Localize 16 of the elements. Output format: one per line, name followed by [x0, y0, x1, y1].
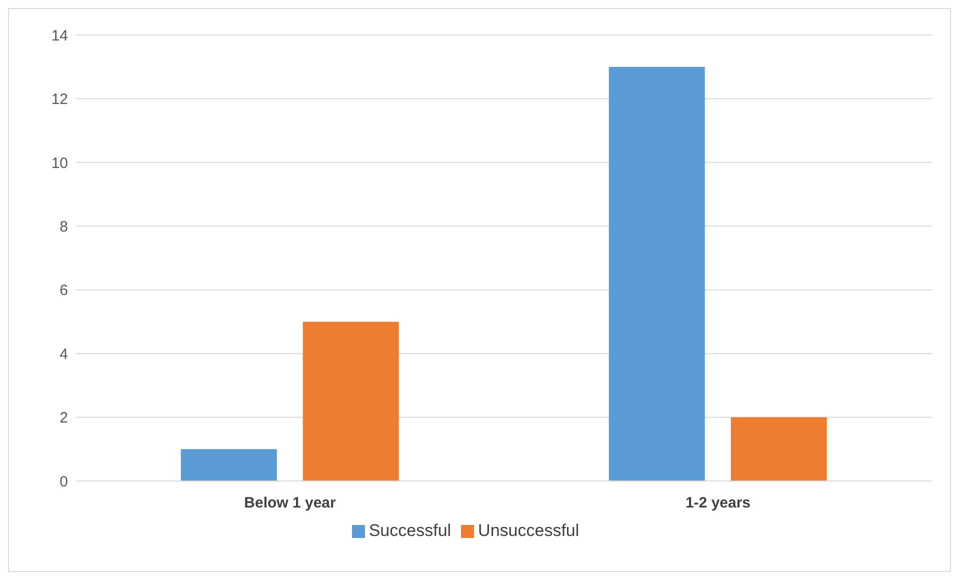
bar: [302, 322, 399, 481]
legend-label: Successful: [368, 521, 452, 540]
x-tick-label: 1-2 years: [685, 494, 751, 512]
legend-label: Unsuccessful: [478, 521, 580, 540]
y-tick-label: 10: [51, 154, 68, 172]
bar: [608, 66, 705, 481]
bar: [180, 449, 277, 481]
y-tick-label: 2: [60, 410, 68, 427]
y-tick-label: 12: [51, 91, 68, 108]
y-tick-label: 0: [60, 473, 68, 490]
y-tick-label: 6: [60, 282, 68, 300]
x-tick-label: Below 1 year: [244, 494, 336, 512]
y-tick-label: 4: [60, 346, 68, 363]
y-tick-label: 14: [51, 27, 68, 44]
bar: [730, 417, 827, 481]
y-tick-label: 8: [60, 218, 68, 236]
